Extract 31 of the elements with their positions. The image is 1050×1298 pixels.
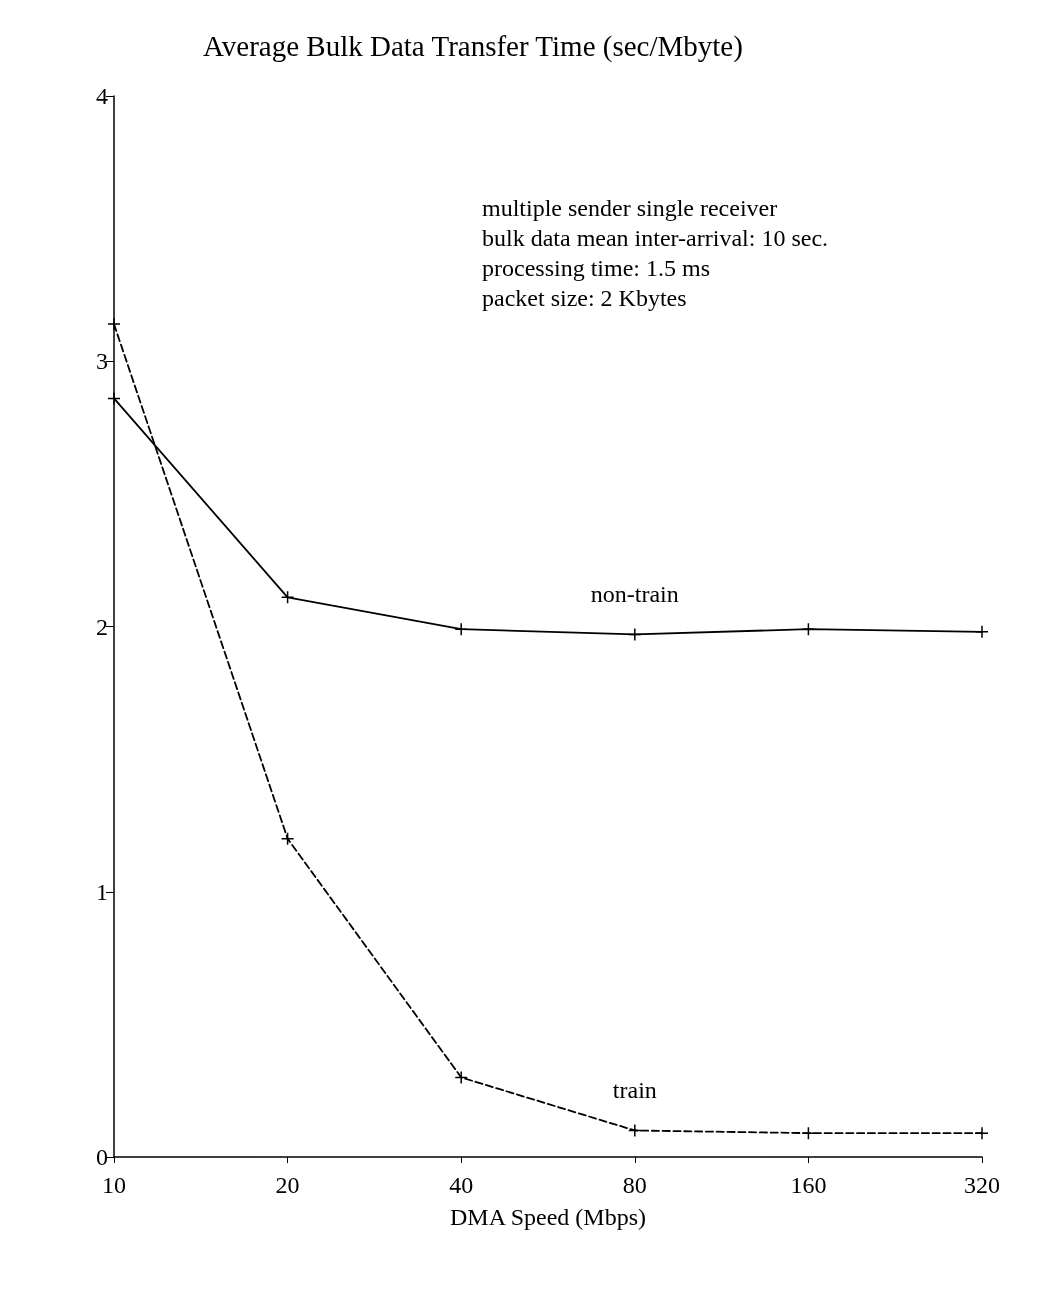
point bbox=[628, 627, 642, 642]
annotation: multiple sender single receiver bbox=[482, 195, 778, 221]
x-tick-label: 320 bbox=[964, 1172, 1000, 1198]
y-tick-label: 3 bbox=[96, 348, 108, 375]
x-tick-label: 160 bbox=[790, 1172, 827, 1198]
point bbox=[454, 1070, 468, 1085]
annotation: processing time: 1.5 ms bbox=[482, 255, 710, 281]
point bbox=[801, 622, 816, 636]
x-tick-label: 20 bbox=[275, 1172, 300, 1198]
chart-title: Average Bulk Data Transfer Time (sec/Mbyte) bbox=[203, 29, 743, 63]
point bbox=[280, 831, 295, 846]
point bbox=[454, 622, 468, 636]
x-axis-title: DMA Speed (Mbps) bbox=[450, 1204, 646, 1230]
point bbox=[975, 625, 989, 639]
annotation: packet size: 2 Kbytes bbox=[482, 285, 687, 311]
point bbox=[801, 1126, 816, 1140]
point bbox=[107, 391, 121, 406]
series-label: train bbox=[612, 1076, 657, 1103]
x-tick-label: 40 bbox=[449, 1172, 474, 1198]
y-tick-label: 4 bbox=[96, 83, 108, 109]
x-tick-label: 10 bbox=[102, 1172, 126, 1198]
x-tick-label: 80 bbox=[622, 1172, 647, 1198]
y-tick-label: 1 bbox=[96, 878, 108, 905]
y-tick-label: 0 bbox=[96, 1144, 108, 1170]
point bbox=[107, 317, 121, 331]
annotation: bulk data mean inter-arrival: 10 sec. bbox=[482, 225, 829, 251]
point bbox=[628, 1123, 642, 1138]
point bbox=[975, 1126, 989, 1140]
y-tick-label: 2 bbox=[96, 613, 108, 640]
point bbox=[280, 590, 295, 605]
series-label: non-train bbox=[590, 580, 679, 607]
